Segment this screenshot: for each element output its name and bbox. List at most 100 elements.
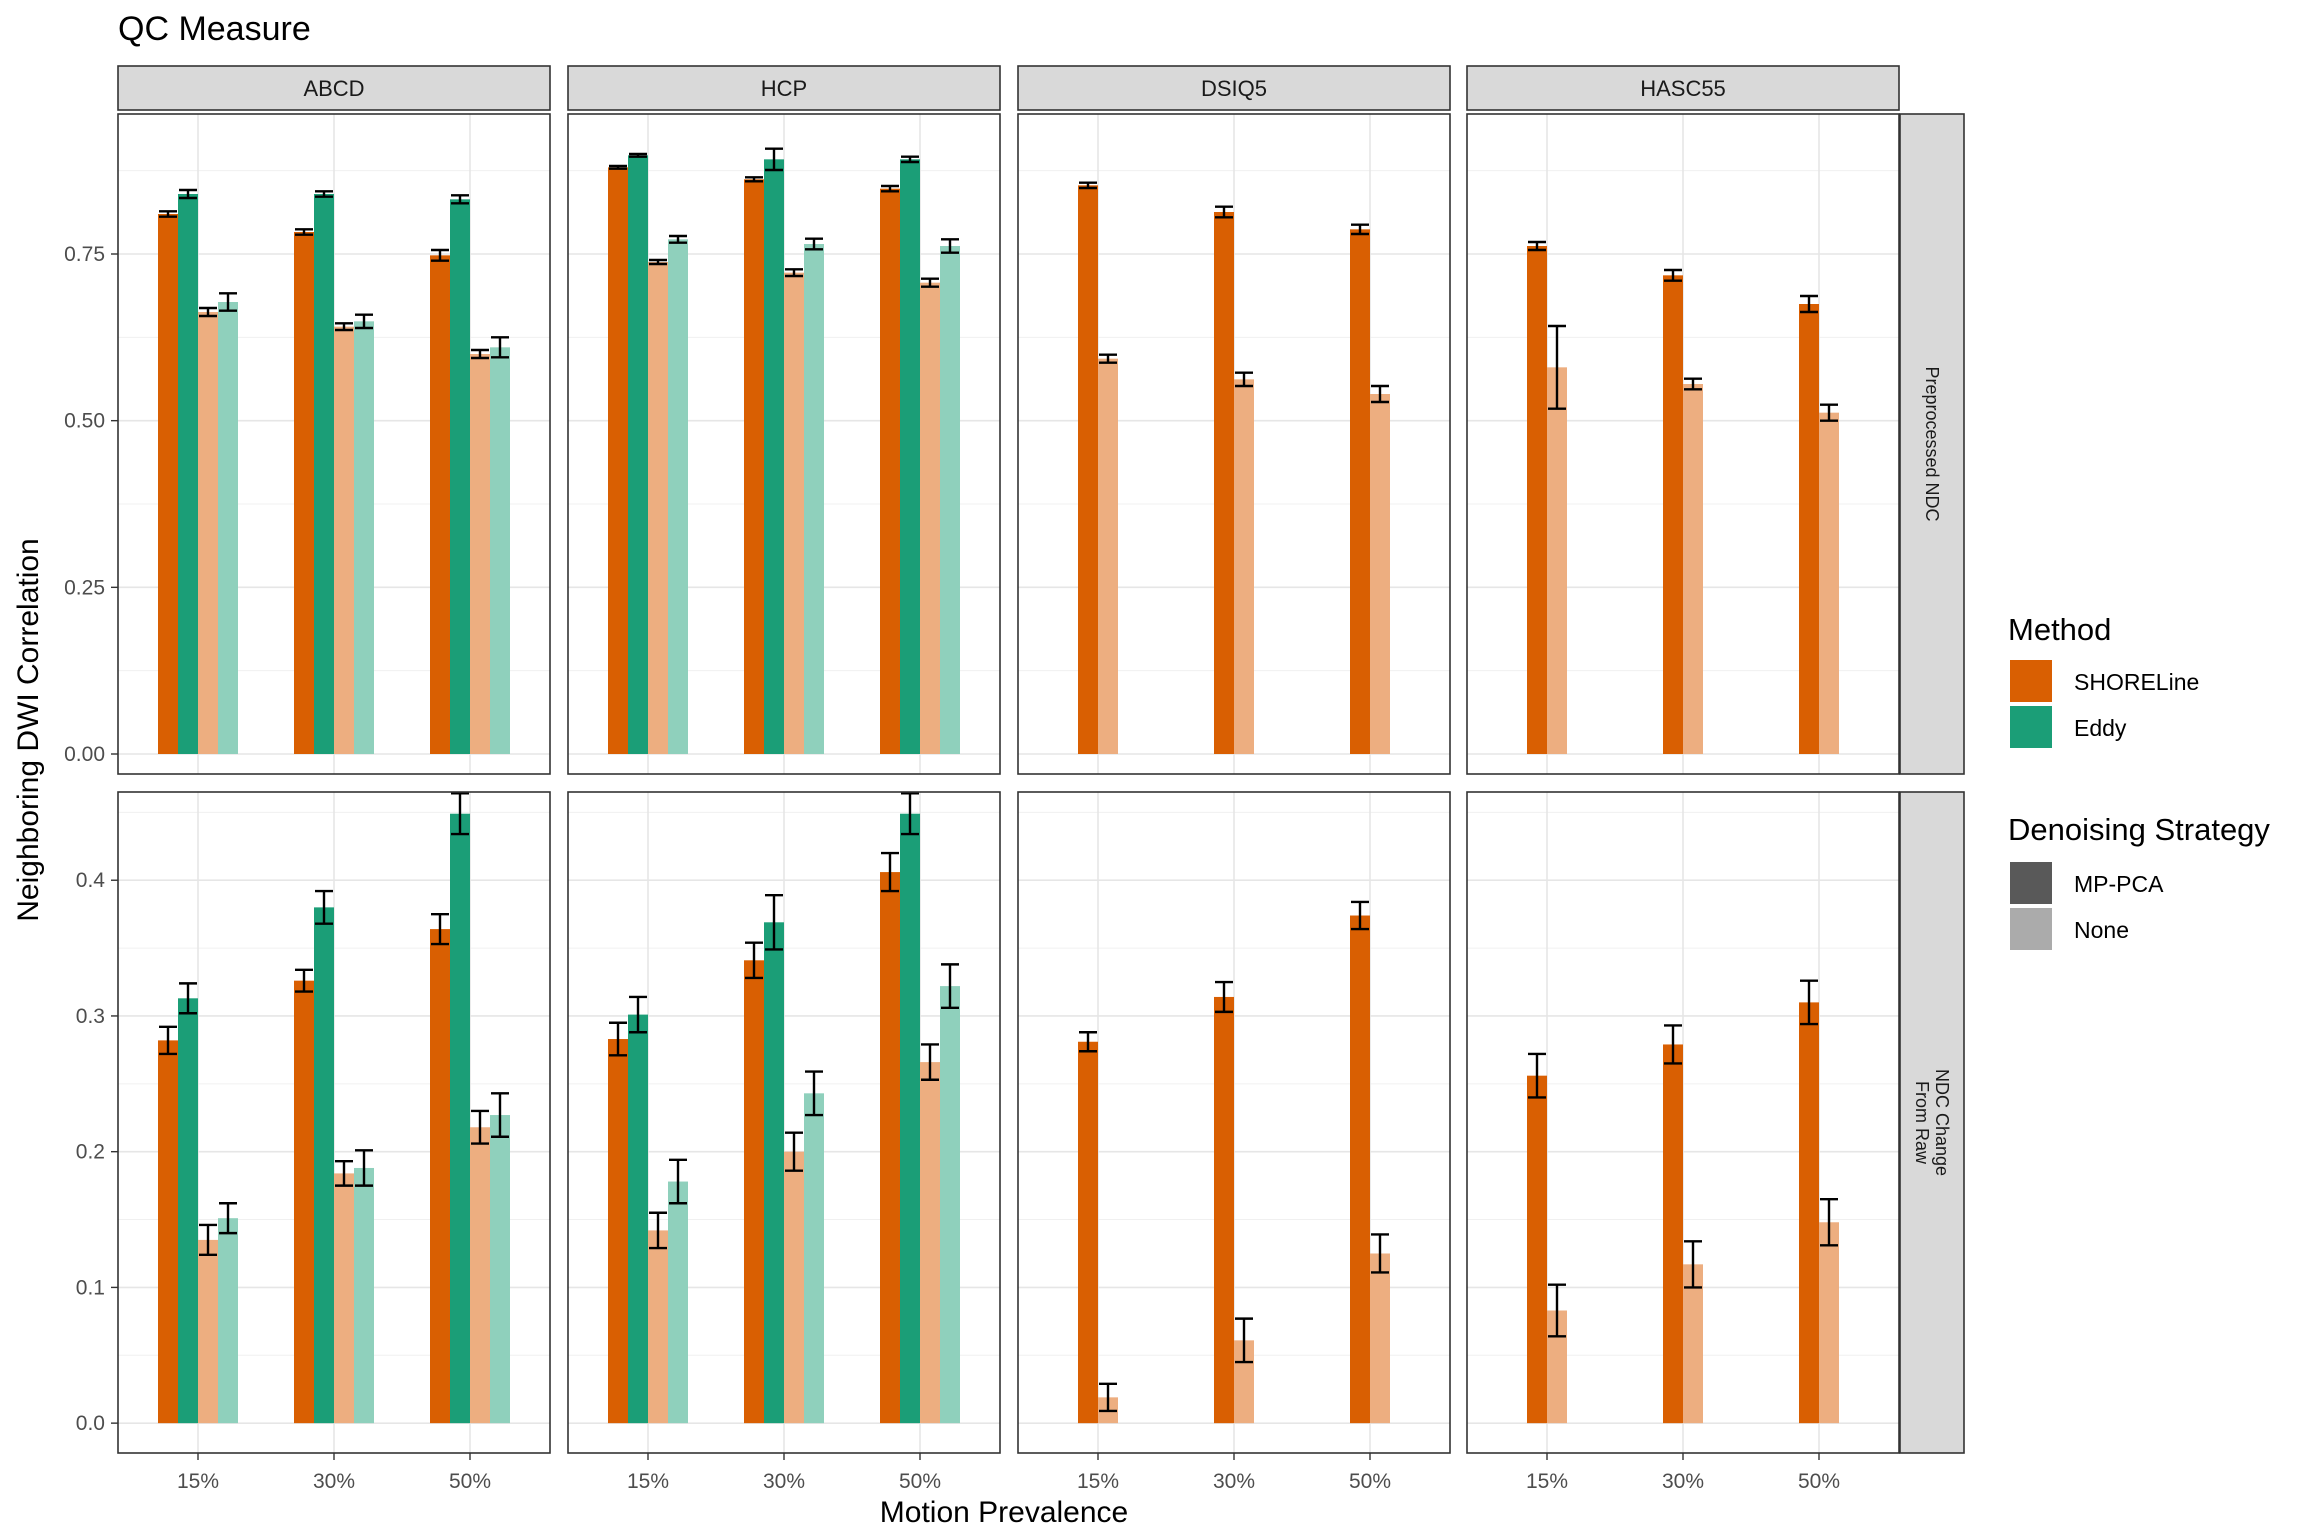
error-bar-abcd-eddy_none-1	[355, 1149, 373, 1187]
bar-hcp-shoreline_mppca-1	[744, 960, 764, 1424]
error-bar-hcp-eddy_mppca-1	[765, 893, 783, 951]
error-bar-abcd-shoreline_none-1	[335, 1159, 353, 1187]
error-bar-abcd-eddy_mppca-0	[179, 982, 197, 1015]
error-bar-hcp-shoreline_none-2	[921, 277, 939, 288]
error-bar-abcd-shoreline_none-1	[335, 322, 353, 332]
bar-dsiq5-shoreline_mppca-1	[1214, 996, 1234, 1424]
x-tick-label-dsiq5-2: 50%	[1349, 1470, 1391, 1493]
bar-hasc55-shoreline_none-1	[1683, 384, 1703, 754]
error-bar-abcd-eddy_mppca-1	[315, 889, 333, 925]
error-bar-abcd-shoreline_none-0	[199, 1223, 217, 1257]
bar-dsiq5-shoreline_mppca-1	[1214, 212, 1234, 754]
bar-abcd-shoreline_none-1	[334, 326, 354, 754]
x-tick-label-abcd-1: 30%	[313, 1470, 355, 1493]
bar-abcd-shoreline_none-0	[198, 1239, 218, 1424]
bar-hcp-shoreline_mppca-0	[608, 1039, 628, 1424]
x-axis-title: Motion Prevalence	[880, 1496, 1128, 1529]
bar-hasc55-shoreline_mppca-0	[1527, 246, 1547, 754]
bar-abcd-eddy_mppca-1	[314, 194, 334, 754]
error-bar-abcd-shoreline_none-2	[471, 348, 489, 360]
error-bar-dsiq5-shoreline_mppca-2	[1351, 900, 1369, 931]
error-bar-hcp-eddy_none-2	[941, 963, 959, 1010]
legend-method-title: Method	[2008, 612, 2111, 647]
bar-hcp-shoreline_none-2	[920, 282, 940, 754]
error-bar-hcp-shoreline_none-0	[649, 1211, 667, 1250]
bar-dsiq5-shoreline_none-1	[1234, 379, 1254, 754]
bar-abcd-shoreline_mppca-1	[294, 980, 314, 1424]
x-tick-label-hasc55-0: 15%	[1526, 1470, 1568, 1493]
x-tick-label-hcp-2: 50%	[899, 1470, 941, 1493]
bar-hasc55-shoreline_mppca-1	[1663, 1044, 1683, 1424]
error-bar-hasc55-shoreline_mppca-2	[1800, 294, 1818, 314]
panel-0-abcd	[117, 113, 551, 775]
bar-abcd-shoreline_none-0	[198, 312, 218, 754]
error-bar-abcd-shoreline_mppca-2	[431, 912, 449, 946]
error-bar-abcd-shoreline_none-2	[471, 1109, 489, 1145]
error-bar-hasc55-shoreline_none-0	[1548, 324, 1566, 410]
error-bar-hcp-eddy_none-0	[669, 234, 687, 244]
bar-abcd-eddy_none-1	[354, 1167, 374, 1424]
error-bar-abcd-eddy_mppca-2	[451, 792, 469, 836]
facet-strip-label-hcp: HCP	[761, 76, 807, 101]
facet-strip-dsiq5	[1017, 65, 1451, 111]
row-strip-label-1-0: NDC Change	[1932, 1069, 1952, 1176]
error-bar-abcd-eddy_mppca-2	[451, 194, 469, 205]
bar-hcp-eddy_mppca-0	[628, 1014, 648, 1424]
error-bar-abcd-shoreline_none-0	[199, 306, 217, 318]
error-bar-hasc55-shoreline_mppca-0	[1528, 1052, 1546, 1099]
error-bar-dsiq5-shoreline_mppca-2	[1351, 223, 1369, 236]
bar-hcp-eddy_mppca-2	[900, 159, 920, 755]
facet-strip-label-abcd: ABCD	[303, 76, 364, 101]
row-strip-1	[1899, 791, 1965, 1454]
y-tick-label-1-0: 0.0	[76, 1412, 105, 1435]
error-bar-abcd-shoreline_mppca-2	[431, 248, 449, 262]
legend-label-none: None	[2074, 917, 2129, 943]
panel-border	[567, 113, 1001, 775]
panel-border	[1017, 113, 1451, 775]
error-bar-hcp-eddy_mppca-1	[765, 147, 783, 172]
bar-dsiq5-shoreline_none-0	[1098, 358, 1118, 754]
error-bar-abcd-shoreline_mppca-1	[295, 228, 313, 236]
error-bar-dsiq5-shoreline_none-2	[1371, 384, 1389, 404]
error-bar-dsiq5-shoreline_mppca-1	[1215, 980, 1233, 1014]
bar-abcd-shoreline_mppca-2	[430, 255, 450, 755]
error-bar-hasc55-shoreline_none-2	[1820, 1197, 1838, 1247]
bar-abcd-eddy_mppca-1	[314, 907, 334, 1424]
bar-hcp-shoreline_mppca-2	[880, 872, 900, 1424]
error-bar-abcd-eddy_mppca-1	[315, 190, 333, 198]
x-tick-label-hcp-1: 30%	[763, 1470, 805, 1493]
error-bar-hasc55-shoreline_none-2	[1820, 403, 1838, 422]
y-tick-label-1-2: 0.2	[76, 1141, 105, 1164]
error-bar-hcp-eddy_mppca-0	[629, 152, 647, 158]
bar-abcd-shoreline_none-2	[470, 354, 490, 754]
bar-dsiq5-shoreline_mppca-0	[1078, 185, 1098, 755]
row-strip-label-1-1: From Raw	[1912, 1081, 1932, 1165]
facet-strip-label-hasc55: HASC55	[1640, 76, 1726, 101]
bar-hcp-shoreline_mppca-2	[880, 188, 900, 754]
error-bar-hasc55-shoreline_none-1	[1684, 1240, 1702, 1289]
error-bar-hasc55-shoreline_mppca-1	[1664, 1024, 1682, 1065]
y-tick-label-0-0: 0.00	[64, 743, 105, 766]
bar-abcd-eddy_mppca-0	[178, 194, 198, 754]
bar-abcd-eddy_none-2	[490, 347, 510, 754]
error-bar-hcp-shoreline_mppca-0	[609, 164, 627, 170]
bar-abcd-eddy_mppca-2	[450, 199, 470, 755]
error-bar-hcp-eddy_mppca-0	[629, 995, 647, 1034]
bar-hcp-eddy_mppca-1	[764, 159, 784, 755]
bar-hasc55-shoreline_none-0	[1547, 367, 1567, 754]
bar-dsiq5-shoreline_mppca-0	[1078, 1041, 1098, 1424]
legend-label-shoreline: SHORELine	[2074, 669, 2199, 695]
bar-abcd-eddy_mppca-0	[178, 998, 198, 1424]
bar-abcd-eddy_none-1	[354, 321, 374, 754]
bar-abcd-eddy_none-0	[218, 302, 238, 754]
bar-hcp-shoreline_mppca-1	[744, 179, 764, 755]
error-bar-hcp-shoreline_none-1	[785, 1131, 803, 1172]
error-bar-hcp-shoreline_none-2	[921, 1043, 939, 1081]
y-tick-label-1-1: 0.1	[76, 1276, 105, 1299]
error-bar-hcp-shoreline_none-0	[649, 258, 667, 266]
panel-grid: ABCD HCP DSIQ5 HASC55 Preprocessed NDC 0.00 0.…	[64, 65, 1965, 1493]
error-bar-hcp-shoreline_mppca-2	[881, 184, 899, 193]
bar-hcp-eddy_none-0	[668, 239, 688, 755]
error-bar-dsiq5-shoreline_none-1	[1235, 1317, 1253, 1364]
